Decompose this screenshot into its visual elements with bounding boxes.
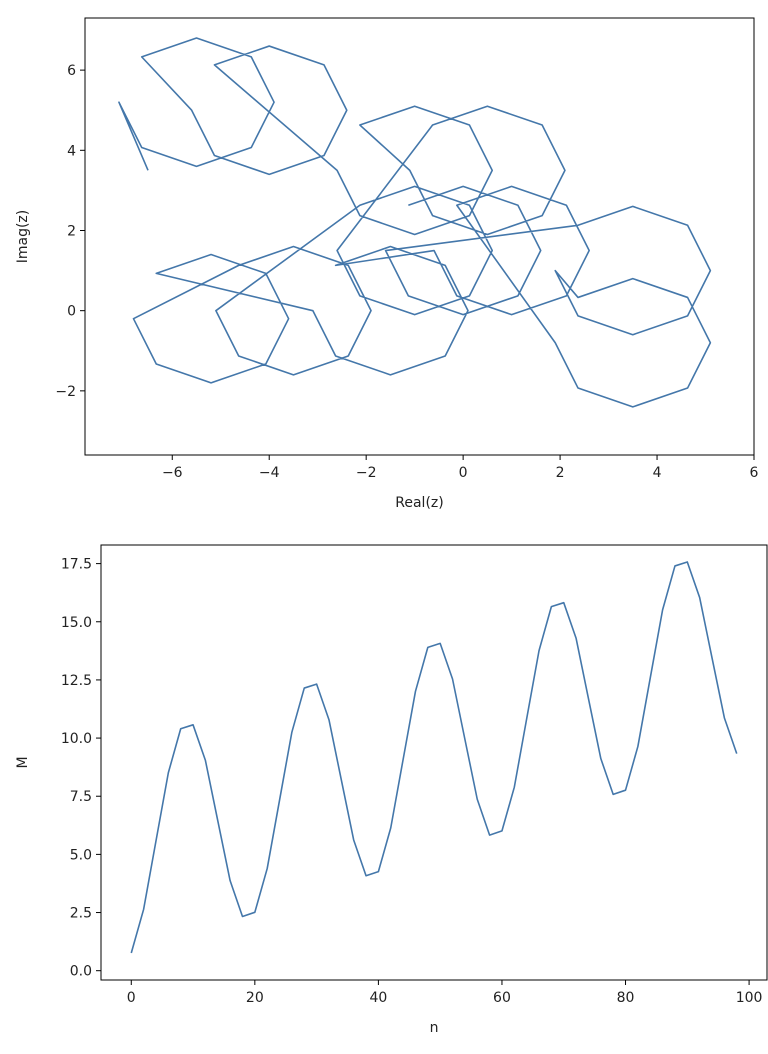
- y-tick-label: 10.0: [61, 731, 92, 747]
- x-axis-label: n: [430, 1020, 439, 1036]
- x-tick-label: 6: [750, 465, 759, 481]
- y-tick-label: 2: [67, 223, 76, 239]
- x-tick-label: 0: [127, 990, 136, 1006]
- y-tick-label: 15.0: [61, 615, 92, 631]
- data-line: [130, 561, 738, 954]
- x-tick-label: 2: [556, 465, 565, 481]
- x-tick-label: −2: [356, 465, 377, 481]
- plot-frame: [84, 17, 755, 456]
- y-tick-label: 0: [67, 304, 76, 320]
- y-tick-label: −2: [55, 384, 76, 400]
- y-tick-label: 17.5: [61, 557, 92, 573]
- y-tick-label: 2.5: [70, 906, 92, 922]
- x-axis-label: Real(z): [395, 495, 443, 511]
- y-tick-label: 0.0: [70, 964, 92, 980]
- x-tick-label: 80: [617, 990, 635, 1006]
- x-tick-label: 4: [653, 465, 662, 481]
- y-tick-label: 6: [67, 63, 76, 79]
- y-axis-label: Imag(z): [15, 210, 31, 264]
- x-tick-label: −6: [162, 465, 183, 481]
- data-line: [118, 37, 712, 408]
- x-tick-label: 20: [246, 990, 264, 1006]
- x-tick-label: 0: [459, 465, 468, 481]
- x-tick-label: −4: [259, 465, 280, 481]
- x-tick-label: 40: [369, 990, 387, 1006]
- y-tick-label: 4: [67, 143, 76, 159]
- y-tick-label: 7.5: [70, 789, 92, 805]
- x-tick-label: 100: [736, 990, 763, 1006]
- y-tick-label: 5.0: [70, 847, 92, 863]
- plot-frame: [100, 544, 768, 981]
- x-tick-label: 60: [493, 990, 511, 1006]
- y-axis-label: M: [15, 756, 31, 768]
- y-tick-label: 12.5: [61, 673, 92, 689]
